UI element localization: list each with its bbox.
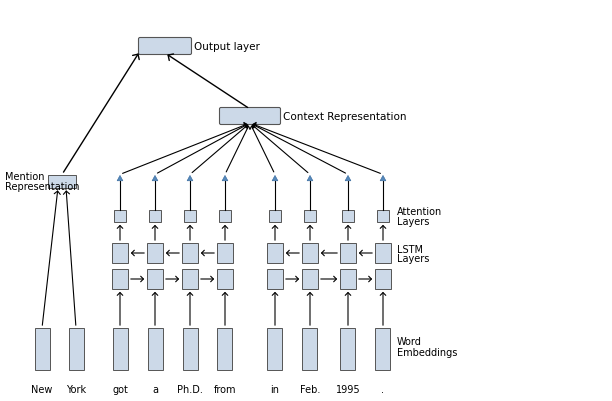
Bar <box>149 211 161 223</box>
Text: Representation: Representation <box>5 182 80 192</box>
Text: Feb.: Feb. <box>300 384 320 394</box>
Bar <box>340 269 356 289</box>
Bar <box>219 211 231 223</box>
Text: New: New <box>31 384 53 394</box>
Text: .: . <box>381 384 384 394</box>
Polygon shape <box>345 176 351 181</box>
Bar <box>302 269 318 289</box>
Bar <box>302 328 318 370</box>
Bar <box>34 328 50 370</box>
Bar <box>269 211 281 223</box>
Text: 1995: 1995 <box>336 384 360 394</box>
Bar <box>267 269 283 289</box>
Bar <box>182 328 198 370</box>
Bar <box>112 269 128 289</box>
Bar <box>342 211 354 223</box>
Bar <box>182 269 198 289</box>
Bar <box>217 328 233 370</box>
Bar <box>217 269 233 289</box>
Bar <box>182 243 198 263</box>
Polygon shape <box>117 176 123 181</box>
Text: Layers: Layers <box>397 217 430 227</box>
Text: Word: Word <box>397 336 422 346</box>
Bar <box>377 211 389 223</box>
Text: got: got <box>112 384 128 394</box>
Polygon shape <box>380 176 386 181</box>
Bar <box>267 328 283 370</box>
Polygon shape <box>272 176 278 181</box>
Bar <box>69 328 83 370</box>
Bar <box>304 211 316 223</box>
Bar <box>340 328 356 370</box>
Text: LSTM: LSTM <box>397 244 423 254</box>
Text: Mention: Mention <box>5 172 45 182</box>
Bar <box>375 243 391 263</box>
Text: Embeddings: Embeddings <box>397 347 457 357</box>
Bar <box>375 269 391 289</box>
Text: Ph.D.: Ph.D. <box>177 384 203 394</box>
Text: in: in <box>271 384 280 394</box>
Bar <box>302 243 318 263</box>
Text: York: York <box>66 384 86 394</box>
Text: Output layer: Output layer <box>194 42 260 52</box>
Text: Context Representation: Context Representation <box>283 112 406 122</box>
FancyBboxPatch shape <box>138 38 192 55</box>
Polygon shape <box>307 176 313 181</box>
Bar <box>113 328 127 370</box>
Bar <box>48 175 76 188</box>
Text: Layers: Layers <box>397 253 430 263</box>
Text: Attention: Attention <box>397 207 442 217</box>
Bar <box>184 211 196 223</box>
Polygon shape <box>187 176 193 181</box>
Bar <box>217 243 233 263</box>
Bar <box>267 243 283 263</box>
Polygon shape <box>152 176 158 181</box>
Bar <box>376 328 390 370</box>
Bar <box>147 269 163 289</box>
Bar <box>114 211 126 223</box>
Polygon shape <box>222 176 228 181</box>
Bar <box>340 243 356 263</box>
Text: a: a <box>152 384 158 394</box>
Bar <box>147 243 163 263</box>
Text: from: from <box>214 384 236 394</box>
Bar <box>147 328 163 370</box>
FancyBboxPatch shape <box>220 108 280 125</box>
Bar <box>112 243 128 263</box>
